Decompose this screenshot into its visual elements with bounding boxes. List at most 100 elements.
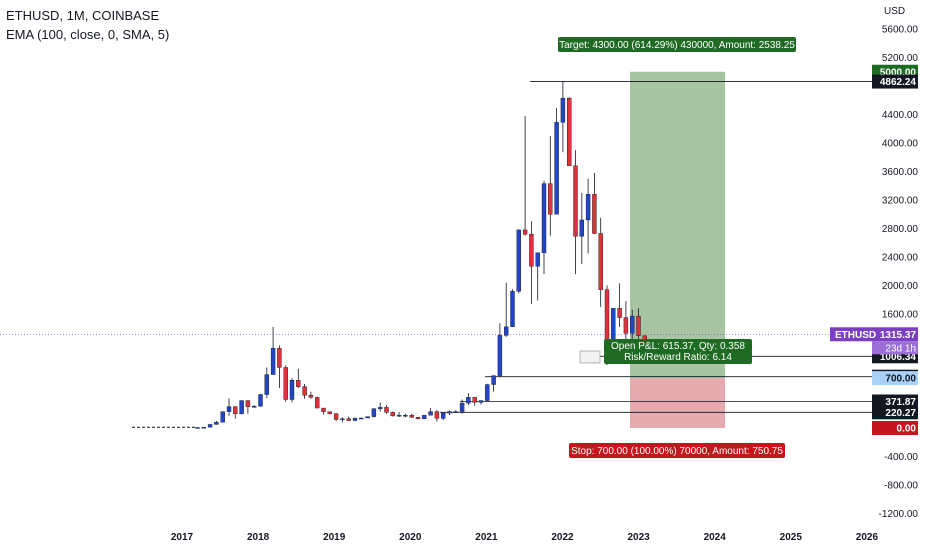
candle [270,326,276,375]
candle [510,289,515,328]
candle [585,178,591,254]
candle [352,417,358,421]
candle [478,400,484,405]
level-price-tag: 220.27 [885,408,916,419]
candle-body [327,411,332,414]
candle-body [308,395,314,398]
candle-body [504,326,509,336]
candle-body [201,426,207,429]
candle-body [579,219,584,237]
level-price-tag: 1006.34 [880,352,917,363]
candle [396,411,402,417]
candle-body [207,424,213,428]
candle-body [529,233,534,267]
candle-body [541,183,547,253]
x-axis-tick: 2017 [171,532,194,543]
candle [541,180,547,275]
candle [422,414,427,420]
y-axis-tick: 5200.00 [882,53,919,64]
candle-body [598,233,603,290]
candle [251,405,257,408]
candle-body [396,414,402,417]
level-price-tag-bg [872,405,918,420]
candle [466,393,471,406]
candle [573,150,578,275]
candle [371,408,377,418]
candle [201,426,207,429]
candle-body [270,348,276,375]
candle-body [233,406,238,414]
candle-body [447,411,452,414]
y-axis-tick: 2800.00 [882,224,919,235]
candle-body [384,407,389,413]
x-axis-tick: 2024 [704,532,727,543]
candle-body [352,418,358,421]
y-axis-tick: 3200.00 [882,196,919,207]
last-price-tag-bg [830,327,918,342]
y-axis-tick: 4000.00 [882,139,919,150]
y-axis-tick: -1200.00 [879,509,919,520]
candle-body [415,417,421,419]
candle-body [315,397,320,409]
candle-body [226,406,232,412]
candle-body [617,308,622,318]
candle [516,229,521,294]
candle [447,410,452,416]
entry-price-tag-bg [872,371,918,386]
y-axis-tick: -800.00 [884,481,918,492]
candle [485,383,490,402]
target-label-box [558,37,796,52]
candle-body [535,252,540,267]
candle [302,383,307,399]
candle [333,413,339,421]
x-axis-tick: 2019 [323,532,346,543]
candle [384,405,389,414]
chart-title: ETHUSD, 1M, COINBASE EMA (100, close, 0,… [6,6,169,44]
candle [289,378,295,403]
y-axis-tick: 3600.00 [882,167,919,178]
candle [504,282,509,337]
symbol-line: ETHUSD, 1M, COINBASE [6,8,160,23]
candle-body [567,97,572,167]
countdown: 23d 1h [885,343,916,354]
candle [308,391,314,399]
candle-body [277,348,282,368]
candle [630,309,635,344]
entry-price-tag: 700.00 [885,374,916,385]
candle [453,410,458,414]
candle-body [485,384,490,401]
candle [428,408,433,416]
candle [359,417,364,420]
stop-label-box [569,443,785,458]
candle [491,375,496,392]
candle [598,217,603,307]
stop-price-tag-bg [872,421,918,435]
candle-body [390,412,395,417]
candle [617,283,622,327]
candle-body [359,417,364,420]
candle-body [302,386,307,396]
target-zone [630,71,725,379]
candle-body [333,413,339,420]
candle-body [296,380,301,387]
candle-body [371,408,377,417]
entry-marker-box [579,350,601,364]
candle [378,402,383,412]
stop-zone [630,378,725,428]
candle [214,421,219,425]
y-axis-tick: 1600.00 [882,310,919,321]
currency-label: USD [884,6,906,17]
candle-body [365,416,370,419]
candle-body [459,402,465,412]
candle [548,135,553,236]
candle [441,412,446,421]
candle-body [592,194,597,234]
candle-body [239,400,244,414]
indicator-line: EMA (100, close, 0, SMA, 5) [6,27,170,42]
candle [315,396,320,409]
candle [472,397,477,406]
candle-body [560,97,566,123]
candle [245,400,251,414]
candle [592,172,597,235]
